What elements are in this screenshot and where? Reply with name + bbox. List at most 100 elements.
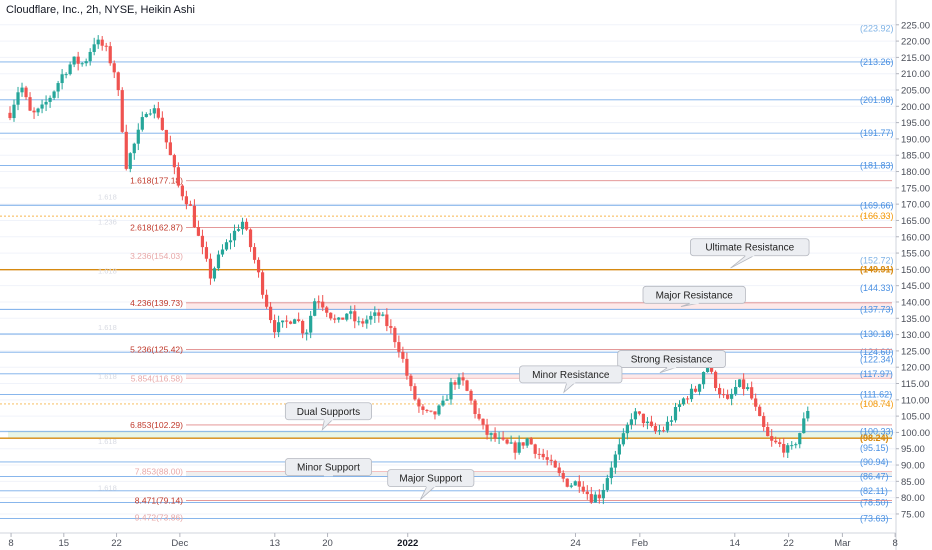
candle-body[interactable] bbox=[56, 83, 60, 92]
candle-body[interactable] bbox=[116, 72, 120, 91]
candle-body[interactable] bbox=[80, 63, 84, 65]
candle-body[interactable] bbox=[633, 411, 638, 420]
candle-body[interactable] bbox=[369, 315, 373, 320]
candle-body[interactable] bbox=[264, 294, 269, 307]
candle-body[interactable] bbox=[726, 394, 730, 399]
candle-body[interactable] bbox=[730, 393, 734, 399]
candle-body[interactable] bbox=[513, 442, 517, 453]
candle-body[interactable] bbox=[52, 91, 56, 98]
candle-body[interactable] bbox=[717, 387, 722, 395]
candle-body[interactable] bbox=[108, 46, 112, 64]
candle-body[interactable] bbox=[465, 380, 469, 391]
candle-body[interactable] bbox=[461, 377, 465, 381]
candle-body[interactable] bbox=[778, 442, 782, 444]
candle-body[interactable] bbox=[341, 317, 345, 320]
candle-body[interactable] bbox=[200, 235, 205, 248]
candle-body[interactable] bbox=[240, 221, 245, 230]
candle-body[interactable] bbox=[569, 485, 573, 487]
candle-body[interactable] bbox=[561, 473, 565, 479]
candle-body[interactable] bbox=[192, 205, 197, 227]
candle-body[interactable] bbox=[565, 478, 569, 487]
candle-body[interactable] bbox=[489, 433, 493, 435]
candle-body[interactable] bbox=[589, 494, 593, 503]
candle-body[interactable] bbox=[216, 254, 221, 269]
candle-body[interactable] bbox=[501, 437, 505, 440]
candle-body[interactable] bbox=[120, 90, 124, 132]
candle-body[interactable] bbox=[381, 314, 385, 316]
callout-ultimate-resistance[interactable]: Ultimate Resistance bbox=[690, 238, 810, 269]
candle-body[interactable] bbox=[577, 481, 581, 487]
candle-body[interactable] bbox=[92, 44, 96, 52]
candle-body[interactable] bbox=[309, 315, 313, 333]
candle-body[interactable] bbox=[325, 307, 329, 313]
candle-body[interactable] bbox=[152, 108, 156, 114]
candle-body[interactable] bbox=[204, 247, 209, 259]
candle-body[interactable] bbox=[421, 406, 425, 410]
candle-body[interactable] bbox=[621, 433, 625, 445]
candle-body[interactable] bbox=[228, 240, 233, 243]
candle-body[interactable] bbox=[212, 268, 217, 279]
candle-body[interactable] bbox=[176, 167, 180, 186]
candle-body[interactable] bbox=[44, 101, 48, 105]
time-axis[interactable]: 8 15 22 Dec 13 20 2022 24 Feb 14 22 Mar 8 bbox=[8, 533, 898, 549]
candle-body[interactable] bbox=[272, 320, 277, 333]
candle-body[interactable] bbox=[305, 332, 309, 334]
candle-body[interactable] bbox=[425, 409, 429, 411]
candle-body[interactable] bbox=[357, 321, 361, 323]
candle-body[interactable] bbox=[794, 444, 798, 446]
candle-body[interactable] bbox=[746, 387, 750, 390]
candle-body[interactable] bbox=[545, 457, 549, 460]
candle-body[interactable] bbox=[24, 87, 28, 98]
candle-body[interactable] bbox=[669, 420, 674, 422]
candle-body[interactable] bbox=[722, 394, 726, 396]
candle-body[interactable] bbox=[549, 459, 553, 461]
candle-body[interactable] bbox=[593, 494, 597, 503]
candle-body[interactable] bbox=[140, 117, 144, 130]
candle-body[interactable] bbox=[281, 320, 285, 323]
candle-body[interactable] bbox=[345, 313, 349, 320]
candle-body[interactable] bbox=[661, 430, 666, 432]
candle-body[interactable] bbox=[641, 413, 646, 424]
candle-body[interactable] bbox=[433, 411, 437, 415]
candle-body[interactable] bbox=[449, 382, 453, 400]
candle-body[interactable] bbox=[697, 384, 702, 392]
candle-body[interactable] bbox=[790, 445, 794, 447]
candle-body[interactable] bbox=[709, 367, 714, 372]
candle-body[interactable] bbox=[389, 326, 393, 328]
candle-body[interactable] bbox=[689, 388, 694, 400]
candle-body[interactable] bbox=[750, 387, 754, 399]
candle-body[interactable] bbox=[333, 318, 337, 320]
candle-body[interactable] bbox=[313, 301, 317, 316]
callout-major-resistance[interactable]: Major Resistance bbox=[642, 285, 746, 307]
candle-body[interactable] bbox=[649, 421, 654, 427]
candle-body[interactable] bbox=[441, 400, 445, 406]
candle-body[interactable] bbox=[617, 444, 621, 455]
candle-body[interactable] bbox=[601, 489, 605, 499]
candle-body[interactable] bbox=[48, 97, 52, 102]
candle-body[interactable] bbox=[397, 342, 401, 352]
candle-body[interactable] bbox=[260, 272, 265, 295]
candle-body[interactable] bbox=[321, 301, 325, 308]
candle-body[interactable] bbox=[64, 74, 68, 76]
candle-body[interactable] bbox=[665, 421, 670, 431]
candle-body[interactable] bbox=[172, 155, 176, 168]
candle-body[interactable] bbox=[16, 92, 20, 105]
candle-body[interactable] bbox=[220, 249, 225, 255]
candle-body[interactable] bbox=[144, 114, 148, 118]
candle-body[interactable] bbox=[252, 247, 257, 260]
candle-body[interactable] bbox=[525, 438, 529, 446]
candle-body[interactable] bbox=[770, 436, 774, 441]
candle-body[interactable] bbox=[112, 63, 116, 73]
candle-body[interactable] bbox=[285, 320, 289, 322]
callout-minor-support[interactable]: Minor Support bbox=[284, 458, 372, 477]
candle-body[interactable] bbox=[393, 327, 397, 343]
candle-body[interactable] bbox=[268, 306, 273, 321]
candle-body[interactable] bbox=[705, 367, 710, 373]
candle-body[interactable] bbox=[12, 104, 16, 119]
candle-body[interactable] bbox=[100, 39, 104, 46]
candle-body[interactable] bbox=[673, 406, 678, 421]
candle-body[interactable] bbox=[701, 372, 706, 385]
candle-body[interactable] bbox=[693, 388, 698, 392]
candle-body[interactable] bbox=[774, 440, 778, 443]
